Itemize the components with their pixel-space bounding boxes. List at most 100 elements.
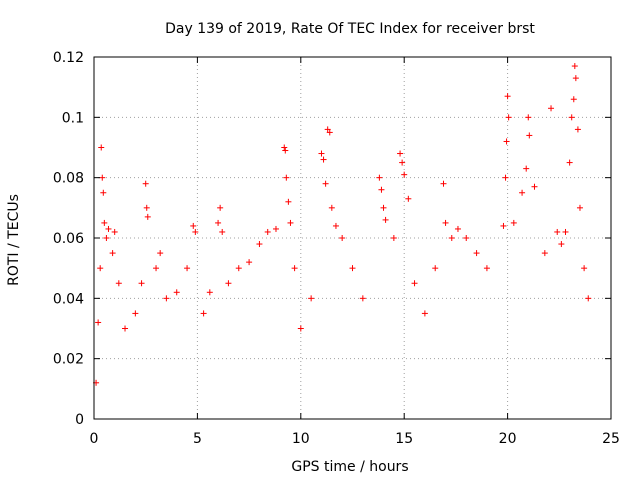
- data-point: [142, 180, 149, 187]
- data-points: [93, 63, 592, 386]
- data-point: [378, 186, 385, 193]
- data-point: [173, 289, 180, 296]
- data-point: [442, 219, 449, 226]
- data-point: [570, 96, 577, 103]
- y-tick-label: 0.04: [53, 291, 84, 307]
- data-point: [405, 195, 412, 202]
- data-point: [401, 171, 408, 178]
- x-tick-label: 25: [602, 431, 620, 447]
- x-tick-label: 5: [193, 431, 202, 447]
- data-point: [184, 265, 191, 272]
- data-point: [399, 159, 406, 166]
- data-point: [95, 319, 102, 326]
- data-point: [339, 235, 346, 241]
- data-point: [504, 93, 511, 100]
- x-tick-label: 0: [90, 431, 99, 447]
- data-point: [101, 219, 108, 226]
- data-point: [566, 159, 573, 166]
- data-point: [585, 295, 592, 302]
- chart-title: Day 139 of 2019, Rate Of TEC Index for r…: [165, 21, 535, 37]
- grid-lines: [94, 57, 611, 419]
- data-point: [525, 114, 532, 121]
- data-point: [519, 189, 526, 196]
- x-tick-label: 10: [292, 431, 310, 447]
- data-point: [562, 228, 569, 235]
- data-point: [448, 235, 455, 241]
- data-point: [503, 138, 510, 145]
- data-point: [285, 198, 292, 205]
- data-point: [548, 105, 555, 112]
- data-point: [473, 250, 480, 257]
- data-point: [541, 250, 548, 257]
- data-point: [376, 174, 383, 181]
- data-point: [103, 235, 110, 241]
- data-point: [505, 114, 512, 121]
- data-point: [111, 228, 118, 235]
- data-point: [272, 225, 279, 232]
- data-point: [390, 235, 397, 241]
- data-point: [246, 259, 253, 266]
- data-point: [326, 129, 333, 136]
- data-point: [163, 295, 170, 302]
- data-point: [526, 132, 533, 139]
- data-point: [98, 144, 105, 151]
- data-point: [510, 219, 517, 226]
- x-tick-label: 15: [395, 431, 413, 447]
- axis-ticks: 0 5 10 15 20 25 0 0.02 0.04 0.06 0.08 0.1 0.12: [53, 50, 620, 447]
- data-point: [99, 174, 106, 181]
- x-axis-label: GPS time / hours: [291, 459, 408, 475]
- data-point: [219, 228, 226, 235]
- data-point: [144, 213, 151, 220]
- plot-frame: [93, 56, 612, 420]
- data-point: [572, 75, 579, 82]
- data-point: [531, 183, 538, 190]
- data-point: [206, 289, 213, 296]
- x-tick-label: 20: [499, 431, 517, 447]
- y-tick-label: 0.06: [53, 231, 84, 247]
- data-point: [440, 180, 447, 187]
- data-point: [264, 228, 271, 235]
- data-point: [324, 126, 331, 133]
- data-point: [132, 310, 139, 317]
- data-point: [463, 235, 470, 241]
- data-point: [558, 241, 565, 248]
- data-point: [581, 265, 588, 272]
- data-point: [432, 265, 439, 272]
- y-tick-label: 0: [75, 412, 84, 428]
- data-point: [283, 174, 290, 181]
- data-point: [138, 280, 145, 287]
- data-point: [554, 228, 561, 235]
- y-axis-label: ROTI / TECUs: [6, 194, 22, 286]
- data-point: [571, 63, 578, 70]
- data-point: [215, 219, 222, 226]
- data-point: [287, 219, 294, 226]
- data-point: [282, 147, 289, 154]
- data-point: [190, 222, 197, 229]
- data-point: [100, 189, 107, 196]
- data-point: [109, 250, 116, 257]
- data-point: [105, 225, 112, 232]
- data-point: [157, 250, 164, 257]
- data-point: [576, 204, 583, 211]
- data-point: [297, 325, 304, 332]
- data-point: [483, 265, 490, 272]
- y-tick-label: 0.02: [53, 352, 84, 368]
- data-point: [322, 180, 329, 187]
- data-point: [328, 204, 335, 211]
- data-point: [235, 265, 242, 272]
- data-point: [153, 265, 160, 272]
- data-point: [320, 156, 327, 163]
- data-point: [502, 174, 509, 181]
- data-point: [332, 222, 339, 229]
- data-point: [421, 310, 428, 317]
- y-tick-label: 0.08: [53, 171, 84, 187]
- data-point: [411, 280, 418, 287]
- data-point: [397, 150, 404, 157]
- data-point: [256, 241, 263, 248]
- data-point: [122, 325, 129, 332]
- data-point: [380, 204, 387, 211]
- data-point: [359, 295, 366, 302]
- data-point: [217, 204, 224, 211]
- data-point: [454, 225, 461, 232]
